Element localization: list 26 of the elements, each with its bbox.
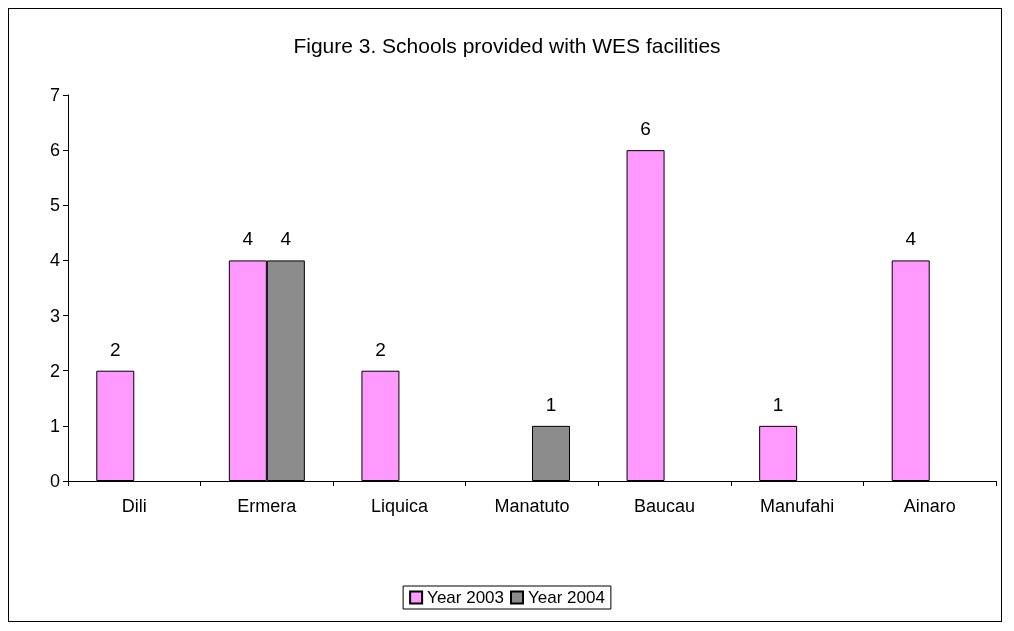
x-tick-label: Ermera bbox=[237, 496, 298, 516]
data-label: 2 bbox=[110, 338, 121, 360]
chart-title: Figure 3. Schools provided with WES facilities bbox=[293, 34, 721, 57]
x-tick-label: Dili bbox=[121, 496, 147, 516]
y-tick-label: 2 bbox=[49, 360, 60, 381]
x-tick-label: Baucau bbox=[634, 496, 696, 516]
x-tick-label: Liquica bbox=[370, 496, 429, 516]
y-tick-label: 5 bbox=[49, 195, 60, 216]
x-tick-label: Ainaro bbox=[903, 496, 956, 516]
legend-label: Year 2003 bbox=[427, 588, 504, 607]
y-tick-label: 0 bbox=[49, 471, 60, 491]
data-label: 4 bbox=[280, 228, 292, 250]
data-label: 1 bbox=[545, 393, 557, 415]
data-label: 2 bbox=[375, 338, 386, 360]
data-label: 6 bbox=[640, 118, 651, 140]
data-label: 4 bbox=[905, 228, 917, 250]
x-tick-label: Manufahi bbox=[760, 496, 835, 516]
y-tick-label: 3 bbox=[49, 305, 60, 326]
y-tick-label: 1 bbox=[49, 415, 60, 436]
x-tick-label: Manatuto bbox=[494, 496, 570, 516]
y-tick-label: 4 bbox=[49, 250, 60, 271]
data-label: 1 bbox=[772, 393, 784, 415]
y-tick-label: 7 bbox=[49, 85, 60, 105]
data-label: 4 bbox=[242, 228, 254, 250]
legend-label: Year 2004 bbox=[528, 588, 605, 607]
y-tick-label: 6 bbox=[49, 140, 60, 161]
